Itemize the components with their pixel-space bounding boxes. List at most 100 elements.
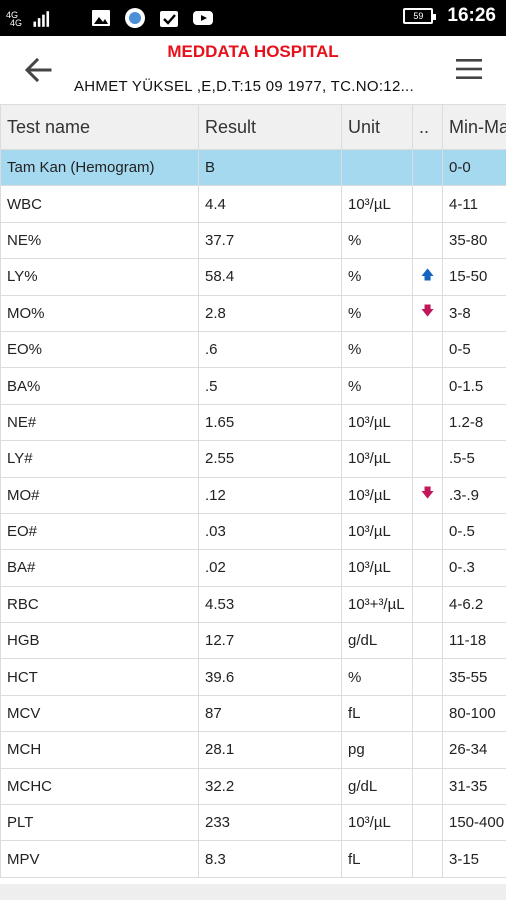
test-name-cell: WBC — [0, 185, 199, 223]
column-header-min-max[interactable]: Min-Max — [442, 104, 506, 150]
unit-cell: 10³/µL — [341, 440, 413, 478]
unit-cell — [341, 148, 413, 187]
unit-cell: % — [341, 367, 413, 405]
min-max-cell: 31-35 — [442, 767, 506, 806]
flag-cell — [412, 804, 443, 842]
result-cell: 2.55 — [198, 440, 342, 478]
network-indicator: 4G 4G — [6, 10, 23, 28]
flag-cell: 🡅 — [412, 258, 443, 296]
test-name-cell: Tam Kan (Hemogram) — [0, 148, 199, 187]
globe-icon — [125, 8, 145, 28]
result-cell: 37.7 — [198, 221, 342, 260]
test-name-cell: LY# — [0, 440, 199, 478]
result-cell: 12.7 — [198, 622, 342, 660]
flag-cell — [412, 148, 443, 187]
table-body: Tam Kan (Hemogram) B 0-0 WBC 4.4 10³/µL 4-11 NE… — [0, 148, 506, 878]
table-row[interactable]: HCT 39.6% 35-55 — [0, 658, 506, 696]
unit-cell: % — [341, 658, 413, 696]
table-row[interactable]: MCHC 32.2 g/dL 31-35 — [0, 767, 506, 806]
results-table-container[interactable]: Test name Result Unit .. Min-Max Tam Kan… — [0, 104, 506, 884]
result-cell: 87 — [198, 694, 342, 733]
result-cell: 4.4 — [198, 185, 342, 223]
flag-cell — [412, 549, 443, 587]
table-row[interactable]: NE# 1.65 10³/µL 1.2-8 — [0, 403, 506, 442]
signal-icon — [33, 11, 50, 27]
table-row[interactable]: PLT 233 10³/µL 150-400 — [0, 804, 506, 842]
result-cell: .03 — [198, 512, 342, 551]
min-max-cell: .3-.9 — [442, 476, 506, 514]
min-max-cell: 3-15 — [442, 840, 506, 878]
min-max-cell: 26-34 — [442, 731, 506, 769]
table-row[interactable]: MCH 28.1 pg 26-34 — [0, 731, 506, 769]
table-row[interactable]: MO# .12 10³/µL 🡇 .3-.9 — [0, 476, 506, 514]
test-name-cell: HCT — [0, 658, 199, 696]
flag-cell — [412, 367, 443, 405]
min-max-cell: 15-50 — [442, 258, 506, 296]
unit-cell: 10³/µL — [341, 549, 413, 587]
arrow-down-icon: 🡇 — [420, 485, 435, 501]
column-header-unit[interactable]: Unit — [341, 104, 413, 150]
table-row[interactable]: BA# .02 10³/µL 0-.3 — [0, 549, 506, 587]
flag-cell — [412, 767, 443, 806]
flag-cell: 🡇 — [412, 294, 443, 332]
flag-cell — [412, 512, 443, 551]
unit-cell: 10³/µL — [341, 804, 413, 842]
result-cell: .12 — [198, 476, 342, 514]
table-row[interactable]: LY# 2.55 10³/µL .5-5 — [0, 440, 506, 478]
table-row[interactable]: Tam Kan (Hemogram) B 0-0 — [0, 148, 506, 187]
table-row[interactable]: WBC 4.4 10³/µL 4-11 — [0, 185, 506, 223]
unit-cell: % — [341, 330, 413, 369]
status-bar: 4G 4G 59 16:26 — [0, 0, 506, 36]
min-max-cell: 4-11 — [442, 185, 506, 223]
result-cell: .6 — [198, 330, 342, 369]
back-arrow-icon[interactable] — [20, 52, 56, 88]
column-header-test-name[interactable]: Test name — [0, 104, 199, 150]
result-cell: 58.4 — [198, 258, 342, 296]
table-row[interactable]: BA% .5% 0-1.5 — [0, 367, 506, 405]
test-name-cell: EO# — [0, 512, 199, 551]
flag-cell — [412, 185, 443, 223]
clock: 16:26 — [447, 5, 496, 26]
unit-cell: % — [341, 294, 413, 332]
table-row[interactable]: RBC 4.53 10³+³/µL 4-6.2 — [0, 585, 506, 624]
result-cell: .02 — [198, 549, 342, 587]
min-max-cell: 150-400 — [442, 804, 506, 842]
test-name-cell: LY% — [0, 258, 199, 296]
notification-icons — [90, 7, 214, 29]
patient-info: AHMET YÜKSEL ,E,D.T:15 09 1977, TC.NO:12… — [74, 78, 414, 95]
table-row[interactable]: MPV 8.3 fL 3-15 — [0, 840, 506, 878]
flag-cell: 🡇 — [412, 476, 443, 514]
table-row[interactable]: MCV 87 fL 80-100 — [0, 694, 506, 733]
table-row[interactable]: LY% 58.4% 🡅 15-50 — [0, 258, 506, 296]
unit-cell: 10³+³/µL — [341, 585, 413, 624]
youtube-icon — [193, 11, 213, 25]
column-header-result[interactable]: Result — [198, 104, 342, 150]
min-max-cell: 4-6.2 — [442, 585, 506, 624]
test-name-cell: HGB — [0, 622, 199, 660]
battery-icon: 59 — [403, 8, 437, 24]
table-row[interactable]: NE% 37.7% 35-80 — [0, 221, 506, 260]
flag-cell — [412, 221, 443, 260]
result-cell: 32.2 — [198, 767, 342, 806]
unit-cell: fL — [341, 694, 413, 733]
test-name-cell: BA% — [0, 367, 199, 405]
arrow-up-icon: 🡅 — [420, 266, 435, 282]
result-cell: .5 — [198, 367, 342, 405]
column-header-flag[interactable]: .. — [412, 104, 443, 150]
unit-cell: pg — [341, 731, 413, 769]
test-name-cell: MCV — [0, 694, 199, 733]
table-row[interactable]: EO% .6% 0-5 — [0, 330, 506, 369]
results-table: Test name Result Unit .. Min-Max Tam Kan… — [0, 104, 506, 878]
flag-cell — [412, 622, 443, 660]
table-row[interactable]: EO# .03 10³/µL 0-.5 — [0, 512, 506, 551]
min-max-cell: 3-8 — [442, 294, 506, 332]
unit-cell: fL — [341, 840, 413, 878]
min-max-cell: 0-.5 — [442, 512, 506, 551]
hamburger-menu-icon[interactable] — [454, 54, 484, 84]
min-max-cell: 1.2-8 — [442, 403, 506, 442]
table-row[interactable]: HGB 12.7 g/dL 11-18 — [0, 622, 506, 660]
flag-cell — [412, 330, 443, 369]
table-row[interactable]: MO% 2.8% 🡇 3-8 — [0, 294, 506, 332]
min-max-cell: .5-5 — [442, 440, 506, 478]
page-title: MEDDATA HOSPITAL — [167, 42, 339, 61]
